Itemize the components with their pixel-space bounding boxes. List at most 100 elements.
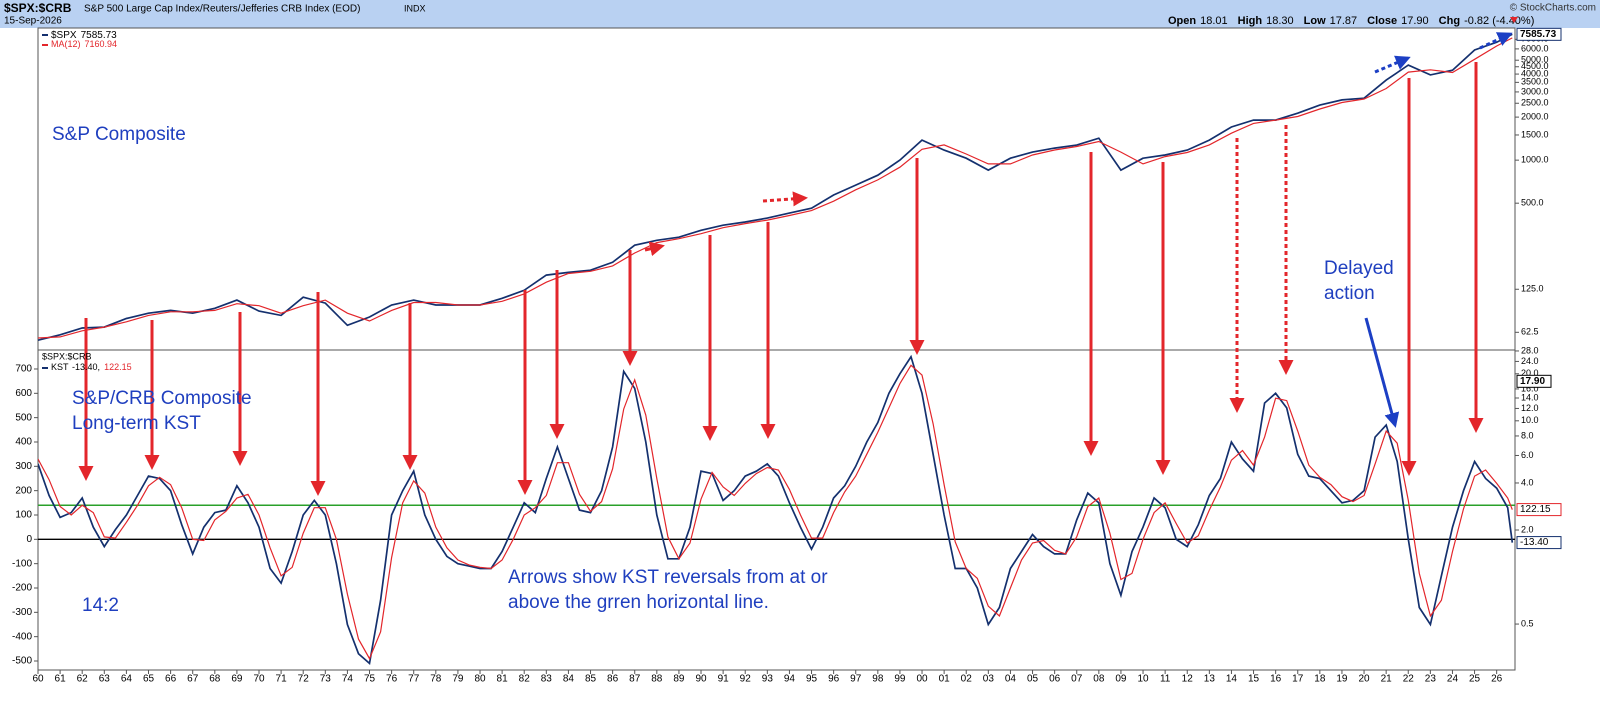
x-tick-label: 10 [1137, 674, 1149, 685]
x-tick-label: 65 [143, 674, 155, 685]
y-tick-label: -100 [12, 558, 32, 569]
x-tick-label: 82 [519, 674, 531, 685]
y2-tick-label: 14.0 [1521, 392, 1539, 402]
x-tick-label: 72 [298, 674, 310, 685]
last-value-label: -13.40 [1520, 537, 1549, 548]
x-tick-label: 05 [1027, 674, 1039, 685]
x-tick-label: 67 [187, 674, 199, 685]
annotation: 14:2 [82, 595, 119, 616]
plot-layer [38, 354, 1515, 666]
y2-tick-label: 10.0 [1521, 415, 1539, 425]
y-tick-label: -500 [12, 656, 32, 667]
quote-label: Open [1168, 15, 1196, 27]
x-tick-label: 17 [1292, 674, 1304, 685]
quote-value: 17.87 [1330, 15, 1358, 27]
x-tick-label: 88 [651, 674, 663, 685]
y2-tick-label: 24.0 [1521, 356, 1539, 366]
x-tick-label: 03 [983, 674, 995, 685]
x-tick-label: 83 [541, 674, 553, 685]
legend-name: KST [51, 362, 69, 372]
symbol: $SPX:$CRB [4, 1, 72, 15]
annotation: Arrows show KST reversals from at or [508, 567, 828, 588]
x-tick-label: 79 [452, 674, 464, 685]
quote-label: Chg [1439, 15, 1460, 27]
last-value-tag [1516, 503, 1562, 517]
y2-tick-label: 6.0 [1521, 450, 1534, 460]
x-tick-label: 18 [1314, 674, 1326, 685]
x-tick-label: 11 [1160, 674, 1171, 685]
header-band [0, 0, 1600, 28]
x-tick-label: 80 [474, 674, 486, 685]
y2-tick-label: 20.0 [1521, 368, 1539, 378]
x-tick-label: 06 [1049, 674, 1061, 685]
y-tick-label: 1000.0 [1521, 155, 1549, 165]
legend-value: -13.40 [72, 362, 98, 372]
x-tick-label: 96 [828, 674, 840, 685]
annotation-arrows [78, 32, 1513, 496]
bottom-panel-frame [37, 349, 1516, 671]
description: S&P 500 Large Cap Index/Reuters/Jefferie… [84, 4, 360, 15]
x-tick-label: 07 [1071, 674, 1083, 685]
x-tick-label: 04 [1005, 674, 1017, 685]
legend-entry: KST -13.40, 122.15 [51, 362, 132, 372]
source: © StockCharts.com [1510, 3, 1596, 14]
date: 15-Sep-2026 [4, 16, 62, 27]
x-tick-label: 73 [320, 674, 332, 685]
y2-tick-label: 28.0 [1521, 345, 1539, 355]
y2-tick-label: 16.0 [1521, 383, 1539, 393]
x-tick-label: 60 [32, 674, 44, 685]
legend-value: 122.15 [104, 362, 132, 372]
y2-marker-box [1516, 374, 1552, 388]
legend-name: $SPX [51, 30, 77, 41]
x-tick-label: 64 [121, 674, 133, 685]
x-tick-label: 19 [1336, 674, 1348, 685]
y-tick-label: 4500.0 [1521, 61, 1549, 71]
x-tick-label: 09 [1115, 674, 1127, 685]
x-tick-label: 71 [276, 674, 288, 685]
quote: Open 18.01 High 18.30 Low 17.87 Close 17.90 Chg -… [1168, 15, 1534, 27]
x-tick-label: 22 [1403, 674, 1415, 685]
x-tick-label: 26 [1491, 674, 1503, 685]
y-tick-label: 300 [15, 461, 32, 472]
y-tick-label: 500 [15, 412, 32, 423]
legend-entry: $SPX 7585.73 [51, 30, 117, 41]
y-tick-label: 400 [15, 437, 32, 448]
x-tick-label: 93 [762, 674, 774, 685]
blue-dotted-arrow [1479, 32, 1513, 50]
y-tick-label: 2000.0 [1521, 111, 1549, 121]
x-tick-label: 95 [806, 674, 818, 685]
y-tick-label: -400 [12, 631, 32, 642]
quote-label: High [1238, 15, 1263, 27]
x-tick-label: 91 [718, 674, 730, 685]
x-tick-label: 94 [784, 674, 796, 685]
x-tick-label: 74 [342, 674, 354, 685]
x-tick-label: 92 [740, 674, 752, 685]
quote-label: Low [1304, 15, 1326, 27]
annotation: action [1324, 283, 1375, 304]
y-tick-label: 3500.0 [1521, 77, 1549, 87]
x-tick-label: 13 [1204, 674, 1216, 685]
legend-separator: , [98, 362, 101, 372]
exchange: INDX [404, 3, 426, 13]
series-line [38, 364, 1513, 660]
quote-label: Close [1367, 15, 1397, 27]
quote-value: -0.82 (-4.40%) [1464, 15, 1534, 27]
legend-name: MA(12) [51, 39, 81, 49]
y2-tick-label: 4.0 [1521, 477, 1534, 487]
y-tick-label: 62.5 [1521, 327, 1539, 337]
x-tick-label: 25 [1469, 674, 1481, 685]
x-tick-label: 63 [99, 674, 111, 685]
annotation: Long-term KST [72, 413, 201, 434]
arrow [644, 241, 665, 257]
legend-value: 7585.73 [81, 30, 118, 41]
x-tick-label: 84 [563, 674, 575, 685]
annotation: S&P/CRB Composite [72, 388, 252, 409]
x-tick-label: 89 [673, 674, 685, 685]
y2-tick-label: 8.0 [1521, 430, 1534, 440]
x-tick-label: 16 [1270, 674, 1282, 685]
quote-value: 18.30 [1266, 15, 1294, 27]
y-tick-label: 2500.0 [1521, 98, 1549, 108]
down-triangle [1510, 17, 1518, 23]
